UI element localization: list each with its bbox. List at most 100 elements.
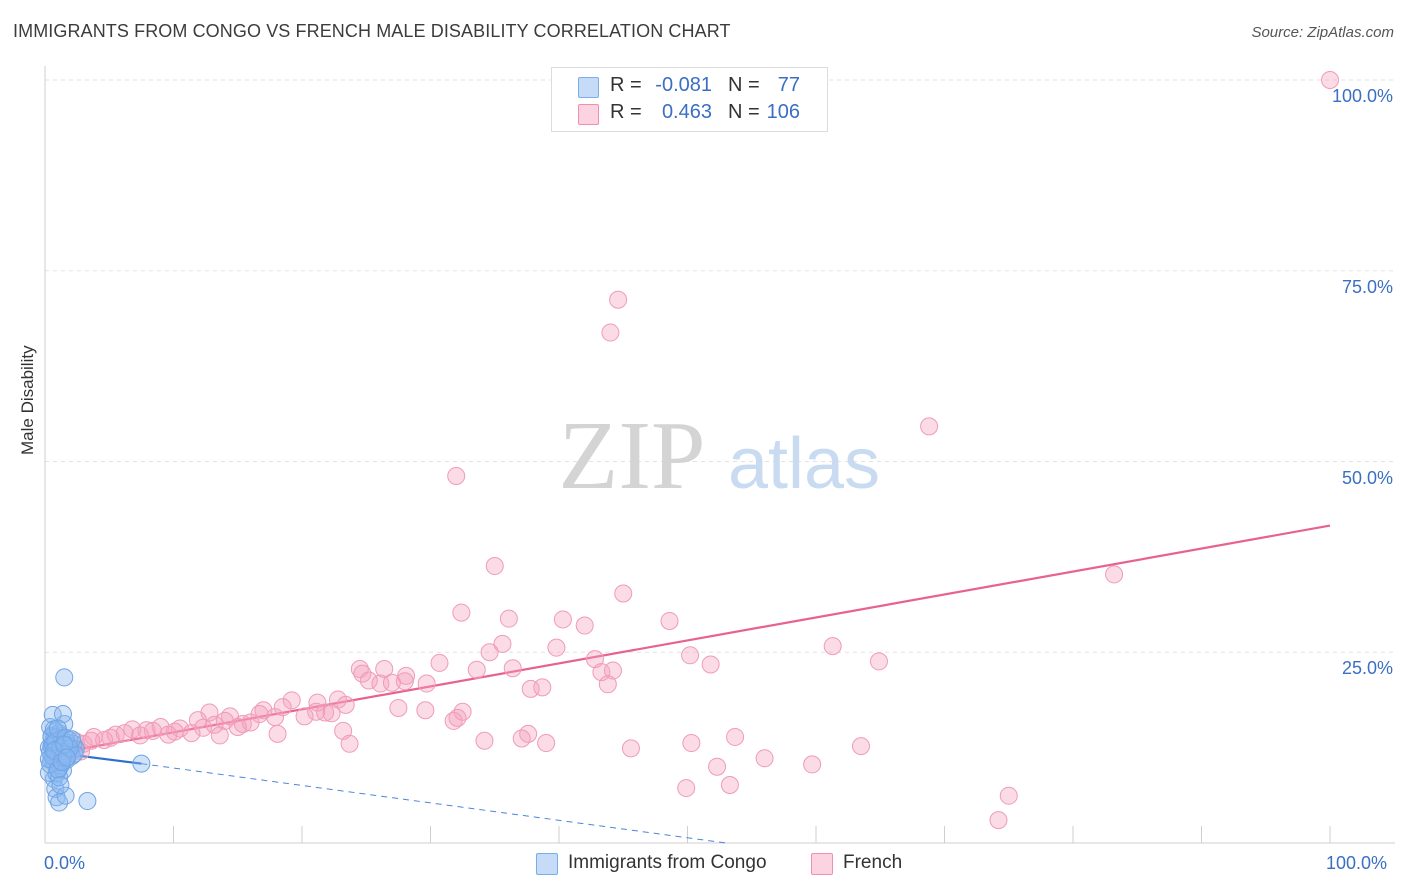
point-french	[920, 417, 939, 436]
legend-swatch-french	[578, 104, 599, 125]
point-french	[720, 776, 739, 795]
point-french	[448, 708, 467, 727]
point-congo	[57, 748, 76, 767]
point-french	[1321, 71, 1339, 89]
point-french	[609, 290, 628, 309]
point-french	[395, 672, 414, 691]
bottom-legend-swatch-congo	[536, 853, 558, 875]
point-french	[553, 610, 572, 629]
bottom-legend-label-french: French	[843, 852, 903, 873]
point-french	[533, 678, 552, 697]
source-label: Source: ZipAtlas.com	[1251, 24, 1394, 41]
point-french	[194, 718, 213, 737]
point-french	[430, 653, 449, 672]
point-french	[308, 693, 327, 712]
trend-line-french	[44, 524, 1331, 757]
point-french	[575, 616, 594, 635]
watermark: ZIP atlas	[559, 402, 881, 510]
point-french	[210, 726, 229, 745]
point-french	[493, 634, 512, 653]
point-french	[475, 731, 494, 750]
point-congo	[48, 719, 67, 738]
watermark-atlas: atlas	[728, 424, 880, 504]
legend-swatch-congo	[578, 77, 599, 98]
point-french	[389, 698, 408, 717]
point-french	[537, 734, 556, 753]
point-french	[307, 702, 326, 721]
point-french	[755, 749, 774, 768]
legend-row-french: R = 0.463 N = 106	[552, 100, 827, 126]
point-french	[499, 609, 518, 628]
point-french	[295, 707, 314, 726]
y-axis-label: Male Disability	[18, 345, 37, 455]
point-french	[677, 779, 696, 798]
point-french	[621, 739, 640, 758]
point-congo	[47, 788, 66, 807]
y-tick-label: 75.0%	[1341, 276, 1393, 297]
point-french	[512, 729, 531, 748]
legend-n-label: N =	[728, 101, 760, 123]
point-french	[268, 724, 287, 743]
point-french	[375, 660, 394, 679]
x-tick-label-min: 0.0%	[44, 853, 86, 873]
point-french	[547, 638, 566, 657]
legend-r-value: -0.081	[655, 74, 712, 96]
point-french	[851, 737, 870, 756]
watermark-zip: ZIP	[559, 402, 706, 510]
point-french	[989, 811, 1008, 830]
point-french	[205, 715, 224, 734]
point-french	[614, 584, 633, 603]
point-french	[601, 323, 620, 342]
point-french	[115, 724, 134, 743]
point-congo	[50, 793, 69, 812]
point-french	[701, 655, 720, 674]
point-french	[382, 673, 401, 692]
legend-n-value: 77	[777, 74, 800, 96]
legend-n-label: N =	[728, 74, 760, 96]
point-french	[681, 646, 700, 665]
point-french	[131, 726, 150, 745]
point-french	[228, 718, 247, 737]
point-french	[447, 466, 466, 485]
correlation-legend: R = -0.081 N = 77 R = 0.463 N = 106	[551, 67, 828, 132]
point-french	[521, 679, 540, 698]
x-tick-label-max: 100.0%	[1326, 853, 1388, 873]
point-french	[682, 734, 701, 753]
point-french	[182, 724, 201, 743]
series-congo-points	[39, 668, 151, 812]
point-french	[159, 725, 178, 744]
bottom-legend-label-congo: Immigrants from Congo	[568, 852, 767, 873]
point-french	[485, 557, 504, 576]
point-congo	[132, 754, 151, 773]
legend-n-value: 106	[766, 101, 800, 123]
point-french	[170, 719, 189, 738]
trend-line-congo-extrapolated	[141, 763, 727, 844]
grid-lines	[45, 79, 1395, 653]
point-french	[467, 660, 486, 679]
y-tick-label: 50.0%	[1341, 467, 1393, 488]
point-french	[452, 603, 471, 622]
point-french	[359, 671, 378, 690]
point-french	[416, 701, 435, 720]
legend-row-congo: R = -0.081 N = 77	[552, 73, 827, 99]
point-french	[708, 757, 727, 776]
point-french	[282, 691, 301, 710]
point-french	[726, 727, 745, 746]
point-congo	[55, 714, 74, 733]
point-french	[999, 786, 1018, 805]
point-congo	[56, 728, 75, 747]
point-french	[336, 695, 355, 714]
point-french	[322, 704, 341, 723]
point-french	[353, 664, 372, 683]
point-congo	[55, 668, 74, 687]
bottom-legend-swatch-french	[811, 853, 833, 875]
point-french	[266, 708, 285, 727]
legend-r-label: R =	[610, 74, 642, 96]
point-french	[106, 725, 125, 744]
point-congo	[50, 768, 69, 787]
point-french	[480, 643, 499, 662]
y-tick-label: 25.0%	[1341, 658, 1393, 679]
point-congo	[53, 705, 72, 724]
point-congo	[51, 776, 70, 795]
point-french	[660, 611, 679, 630]
